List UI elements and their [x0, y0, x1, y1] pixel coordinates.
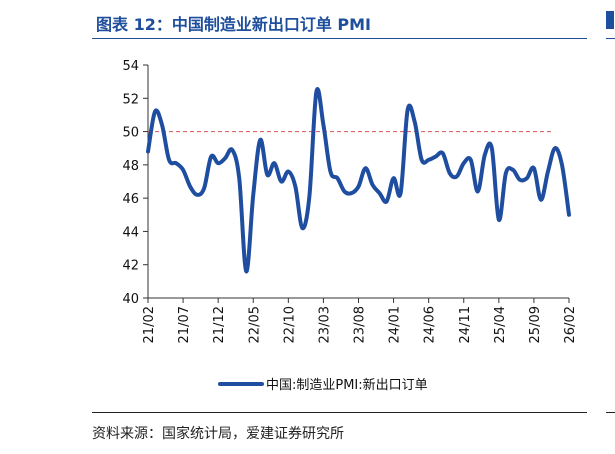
data-point: [251, 193, 255, 197]
data-point: [364, 166, 368, 170]
x-tick-label: 24/11: [458, 306, 473, 343]
data-point: [237, 176, 241, 180]
x-tick-label: 24/01: [388, 306, 403, 343]
data-point: [300, 226, 304, 230]
data-point: [560, 163, 564, 167]
data-point: [272, 161, 276, 165]
data-point: [335, 176, 339, 180]
data-point: [314, 90, 318, 94]
data-point: [244, 269, 248, 273]
x-tick-label: 25/09: [528, 306, 543, 343]
y-tick-label: 50: [122, 126, 139, 141]
data-point: [567, 213, 571, 217]
adjacent-figure-divider: [606, 38, 615, 39]
data-point: [357, 184, 361, 188]
y-axis: 40 42 44 46 48 50 52 54: [122, 59, 149, 307]
data-point: [399, 191, 403, 195]
data-point: [455, 175, 459, 179]
source-divider: [92, 412, 587, 413]
data-point: [342, 189, 346, 193]
data-point: [462, 161, 466, 165]
data-point: [378, 191, 382, 195]
data-point: [265, 173, 269, 177]
data-point: [307, 194, 311, 198]
data-point: [392, 176, 396, 180]
x-tick-label: 25/04: [493, 306, 508, 343]
x-tick-label: 23/08: [353, 306, 368, 343]
y-tick-label: 52: [122, 92, 139, 107]
data-point: [406, 108, 410, 112]
y-tick-label: 48: [122, 159, 139, 174]
y-tick-label: 54: [122, 59, 139, 74]
data-point: [497, 218, 501, 222]
x-tick-label: 22/10: [282, 306, 297, 343]
data-point: [504, 171, 508, 175]
x-tick-label: 21/02: [142, 306, 157, 343]
data-point: [434, 155, 438, 159]
chart-title: 图表 12：中国制造业新出口订单 PMI: [96, 15, 372, 34]
data-point: [532, 166, 536, 170]
plot-area: [146, 87, 571, 274]
data-point: [286, 170, 290, 174]
source-note: 资料来源：国家统计局，爱建证券研究所: [92, 426, 344, 442]
data-point: [202, 186, 206, 190]
data-point: [146, 150, 150, 154]
data-point: [181, 168, 185, 172]
data-point: [539, 198, 543, 202]
data-point: [413, 120, 417, 124]
x-tick-label: 24/06: [423, 306, 438, 343]
data-point: [174, 161, 178, 165]
data-point: [279, 180, 283, 184]
legend-label: 中国:制造业PMI:新出口订单: [266, 377, 428, 393]
data-point: [167, 158, 171, 162]
data-point: [293, 184, 297, 188]
x-axis: 21/02 21/07 21/12 22/05 22/10 23/03 23/08 24/01…: [142, 297, 578, 343]
x-tick-label: 21/12: [212, 306, 227, 343]
data-point: [216, 161, 220, 165]
data-point: [230, 148, 234, 152]
data-point: [476, 189, 480, 193]
adjacent-source-divider: [606, 412, 615, 413]
legend: 中国:制造业PMI:新出口订单: [218, 377, 428, 393]
data-point: [448, 171, 452, 175]
data-point: [258, 138, 262, 142]
data-point: [518, 178, 522, 182]
data-point: [321, 123, 325, 127]
data-point: [469, 158, 473, 162]
data-point: [483, 153, 487, 157]
x-tick-label: 22/05: [247, 306, 262, 343]
adjacent-figure-edge: [606, 11, 614, 29]
x-tick-label: 21/07: [177, 306, 192, 343]
data-point: [546, 170, 550, 174]
data-point: [328, 170, 332, 174]
data-point: [160, 123, 164, 127]
data-point: [195, 193, 199, 197]
series-line-new-export-orders-pmi: [146, 87, 571, 274]
data-point: [420, 158, 424, 162]
y-tick-label: 40: [122, 292, 139, 307]
data-point: [188, 184, 192, 188]
data-point: [371, 183, 375, 187]
data-point: [427, 158, 431, 162]
y-tick-label: 42: [122, 259, 139, 274]
x-tick-label: 26/02: [563, 306, 578, 343]
data-point: [349, 191, 353, 195]
y-tick-label: 46: [122, 192, 139, 207]
data-point: [490, 146, 494, 150]
data-point: [223, 156, 227, 160]
data-point: [385, 199, 389, 203]
data-point: [441, 151, 445, 155]
y-tick-label: 44: [122, 225, 139, 240]
x-tick-label: 23/03: [317, 306, 332, 343]
data-point: [525, 176, 529, 180]
data-point: [153, 110, 157, 114]
data-point: [553, 146, 557, 150]
data-point: [511, 168, 515, 172]
title-divider: [92, 38, 587, 39]
data-point: [209, 155, 213, 159]
